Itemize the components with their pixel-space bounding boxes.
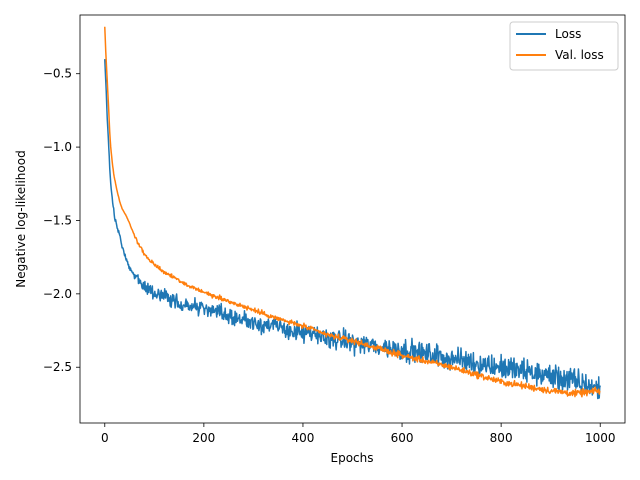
series-line-loss — [104, 59, 601, 400]
y-tick-label: −1.0 — [43, 140, 72, 154]
y-tick-label: −2.0 — [43, 287, 72, 301]
x-axis-label: Epochs — [331, 451, 374, 465]
y-axis-label: Negative log-likelihood — [14, 150, 28, 287]
x-tick-label: 800 — [490, 431, 513, 445]
series-line-val-loss — [104, 26, 601, 398]
y-tick-label: −1.5 — [43, 213, 72, 227]
plot-frame — [79, 14, 626, 424]
x-tick-label: 200 — [192, 431, 215, 445]
legend: Loss Val. loss — [509, 21, 619, 71]
y-tick-label: −2.5 — [43, 360, 72, 374]
x-tick-label: 400 — [292, 431, 315, 445]
legend-label-val-loss: Val. loss — [555, 48, 604, 62]
y-tick-label: −0.5 — [43, 67, 72, 81]
series-layer — [104, 26, 601, 400]
x-tick-label: 1000 — [585, 431, 616, 445]
x-axis: 0 200 400 600 800 1000 — [101, 423, 616, 445]
x-tick-label: 0 — [101, 431, 109, 445]
x-tick-label: 600 — [391, 431, 414, 445]
legend-label-loss: Loss — [555, 27, 581, 41]
y-axis: −0.5 −1.0 −1.5 −2.0 −2.5 — [43, 67, 80, 374]
